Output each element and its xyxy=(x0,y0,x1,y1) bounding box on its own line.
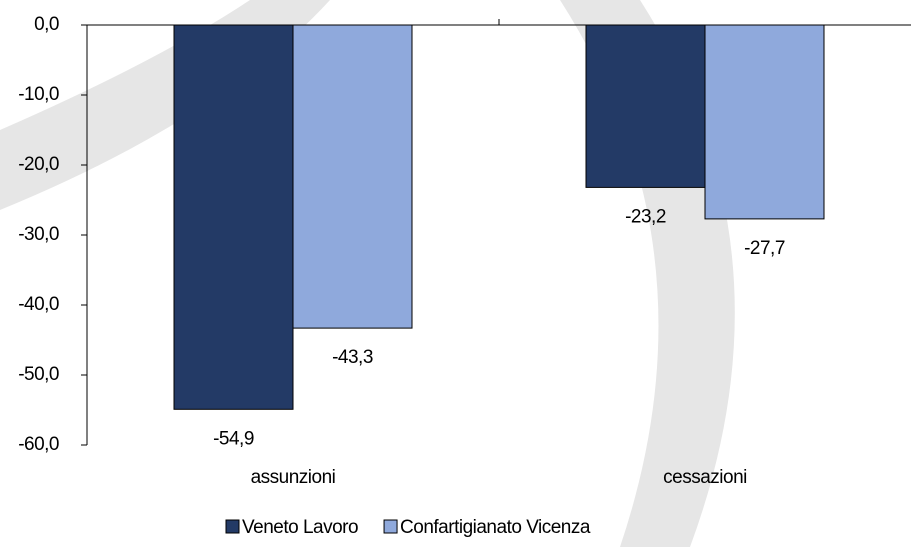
bar xyxy=(585,24,706,188)
y-tick-label: -50,0 xyxy=(18,364,59,385)
data-label: -23,2 xyxy=(625,206,666,227)
y-tick-label: -30,0 xyxy=(18,224,59,245)
data-label: -43,3 xyxy=(332,347,373,368)
data-label: -27,7 xyxy=(744,238,785,259)
legend-label: Confartigianato Vicenza xyxy=(400,517,591,538)
legend-swatch xyxy=(383,519,398,534)
y-tick-label: -10,0 xyxy=(18,84,59,105)
x-tick-label: assunzioni xyxy=(251,467,336,488)
y-tick-label: 0,0 xyxy=(34,14,59,35)
y-tick-label: -60,0 xyxy=(18,434,59,455)
y-tick-label: -40,0 xyxy=(18,294,59,315)
bar xyxy=(704,24,825,220)
data-label: -54,9 xyxy=(213,428,254,449)
y-tick-label: -20,0 xyxy=(18,154,59,175)
legend-label: Veneto Lavoro xyxy=(242,517,358,538)
bar xyxy=(173,24,294,410)
legend-swatch xyxy=(225,519,240,534)
bar xyxy=(292,24,413,329)
x-tick-label: cessazioni xyxy=(663,467,747,488)
